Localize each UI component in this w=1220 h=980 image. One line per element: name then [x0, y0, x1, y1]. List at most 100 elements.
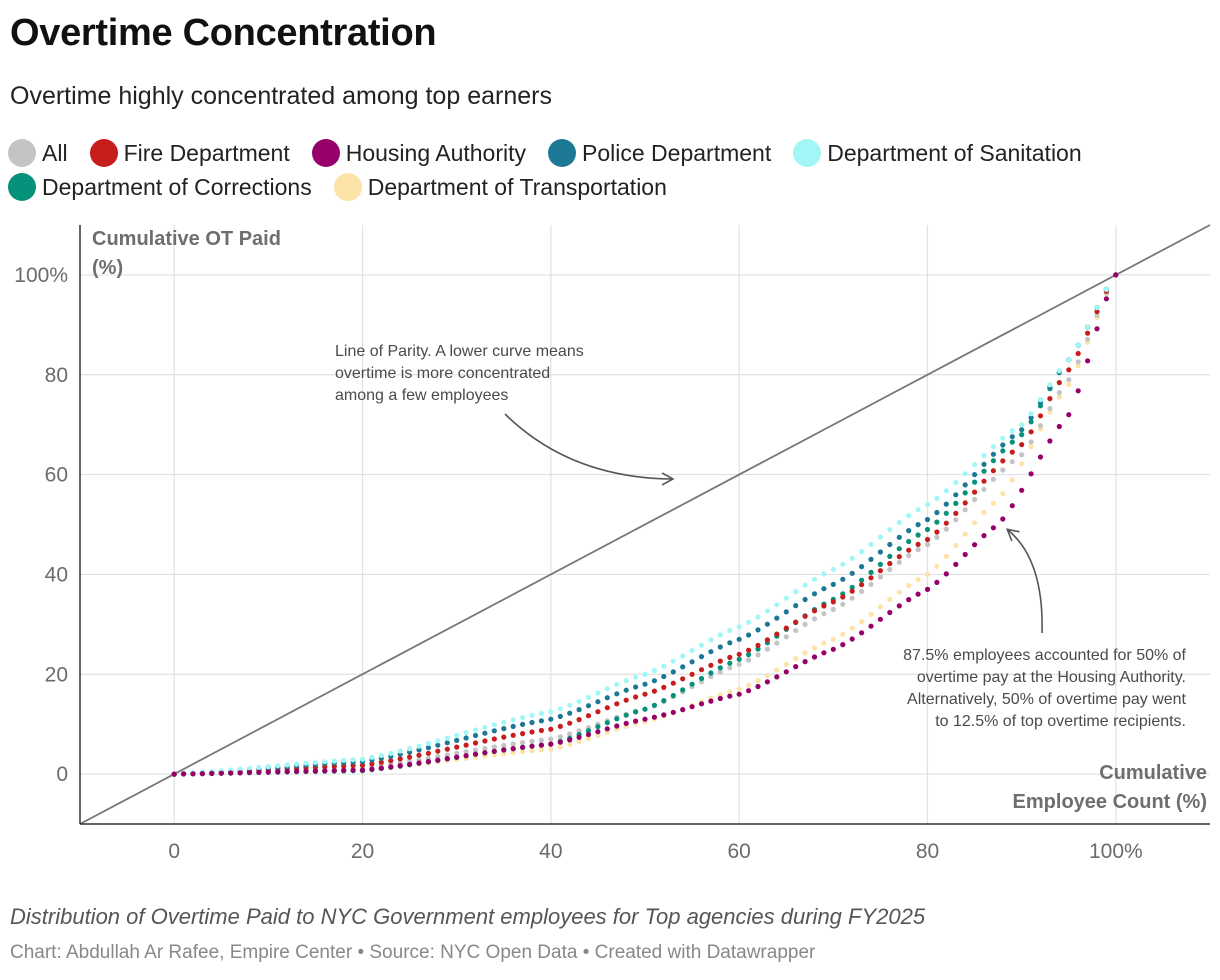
data-point — [746, 688, 752, 694]
data-point — [698, 654, 705, 660]
data-point — [934, 529, 940, 535]
data-point — [774, 667, 780, 673]
data-point — [727, 660, 733, 666]
data-point — [633, 694, 639, 700]
data-point — [585, 694, 592, 700]
data-point — [793, 656, 799, 662]
data-point — [924, 501, 931, 508]
data-point — [482, 730, 488, 736]
data-point — [482, 745, 488, 752]
data-point — [793, 627, 799, 634]
legend-item-department-of-sanitation[interactable]: Department of Sanitation — [793, 139, 1082, 167]
data-point — [783, 669, 789, 675]
data-point — [698, 701, 705, 707]
data-point — [896, 554, 902, 560]
data-point — [444, 740, 450, 746]
legend-item-department-of-transportation[interactable]: Department of Transportation — [333, 173, 667, 201]
data-point — [595, 729, 601, 735]
data-point — [1075, 350, 1081, 357]
data-point — [802, 621, 808, 627]
data-point — [774, 674, 780, 680]
data-point — [1056, 380, 1062, 386]
legend-item-fire-department[interactable]: Fire Department — [89, 139, 290, 167]
data-point — [830, 646, 836, 652]
data-point — [981, 509, 987, 515]
data-point — [670, 692, 676, 699]
data-point — [746, 652, 752, 658]
data-point — [717, 692, 723, 698]
data-point — [303, 760, 309, 766]
data-point — [416, 760, 422, 766]
data-point — [567, 737, 573, 743]
data-point — [548, 726, 554, 732]
legend-item-housing-authority[interactable]: Housing Authority — [311, 139, 526, 167]
data-point — [811, 645, 818, 651]
data-point — [529, 743, 535, 749]
data-point — [953, 561, 959, 567]
data-point — [463, 753, 469, 759]
data-point — [482, 738, 488, 744]
data-point — [821, 571, 827, 577]
legend-item-police-department[interactable]: Police Department — [548, 139, 771, 167]
data-point — [538, 742, 545, 748]
legend-item-all[interactable]: All — [8, 139, 68, 167]
data-point — [491, 744, 497, 750]
data-point — [1009, 477, 1015, 483]
data-point — [416, 743, 422, 749]
data-point — [614, 723, 620, 729]
data-point — [331, 758, 337, 764]
data-point — [190, 771, 196, 777]
x-tick-label: 20 — [351, 840, 374, 863]
data-point — [972, 472, 978, 478]
data-point — [896, 519, 902, 525]
data-point — [463, 735, 469, 741]
data-point — [924, 586, 931, 592]
data-point — [868, 575, 874, 581]
data-point — [538, 737, 545, 743]
data-point — [265, 769, 271, 775]
data-point — [915, 522, 921, 528]
data-point — [934, 579, 940, 585]
data-point — [1000, 491, 1006, 497]
data-point — [849, 595, 855, 601]
data-point — [840, 631, 846, 637]
data-point — [1000, 442, 1006, 448]
data-point — [1009, 449, 1015, 455]
data-point — [783, 595, 789, 601]
x-tick-label: 100% — [1089, 840, 1143, 863]
data-point — [1000, 516, 1006, 522]
data-point — [680, 707, 686, 713]
data-point — [849, 636, 855, 642]
data-point — [783, 634, 789, 640]
data-point — [1009, 428, 1015, 434]
data-point — [868, 556, 874, 562]
data-point — [331, 768, 337, 774]
data-point — [435, 748, 441, 754]
data-point — [877, 561, 884, 567]
data-point — [463, 730, 469, 736]
data-point — [416, 752, 422, 758]
data-point — [849, 570, 855, 576]
data-point — [529, 748, 535, 754]
data-point — [425, 750, 431, 756]
data-point — [237, 770, 243, 776]
data-point — [501, 719, 507, 725]
data-point — [651, 678, 658, 684]
data-point — [708, 698, 714, 704]
data-point — [491, 736, 497, 742]
data-point — [764, 621, 771, 627]
data-point — [576, 739, 582, 745]
data-point — [746, 657, 752, 663]
data-point — [604, 705, 610, 711]
data-point — [595, 709, 601, 715]
data-point — [623, 687, 629, 693]
data-point — [736, 691, 742, 697]
data-point — [614, 681, 620, 688]
data-point — [576, 717, 582, 723]
data-point — [821, 586, 827, 592]
data-point — [670, 658, 676, 664]
data-point — [689, 704, 695, 710]
data-point — [585, 731, 592, 738]
legend-item-department-of-corrections[interactable]: Department of Corrections — [8, 173, 312, 201]
data-point — [981, 486, 987, 492]
